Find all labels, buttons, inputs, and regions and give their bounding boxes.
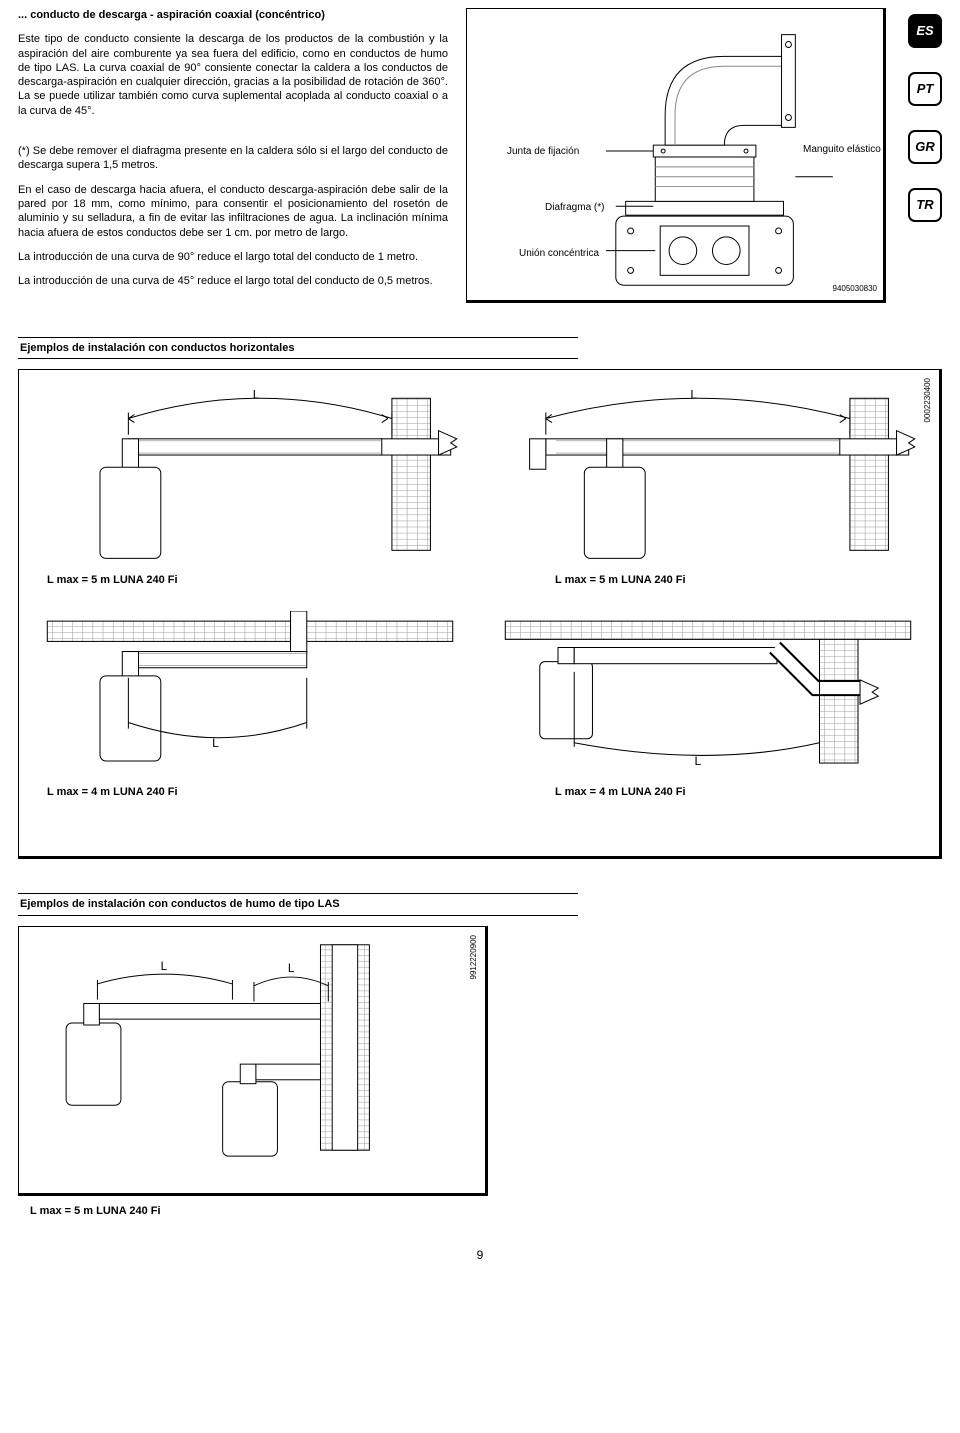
svg-text:L: L bbox=[694, 754, 701, 768]
label-union: Unión concéntrica bbox=[519, 247, 599, 260]
svg-text:L: L bbox=[212, 736, 219, 750]
dim-L: L bbox=[253, 388, 260, 402]
horizontal-examples-frame: 0002230400 L bbox=[18, 369, 942, 859]
svg-text:L: L bbox=[690, 388, 697, 402]
horiz-diagram-2: L bbox=[485, 378, 931, 560]
subhead-las-examples: Ejemplos de instalación con conductos de… bbox=[18, 893, 578, 915]
section-title: ... conducto de descarga - aspiración co… bbox=[18, 8, 448, 22]
paragraph-3: La introducción de una curva de 90° redu… bbox=[18, 250, 448, 264]
page-number: 9 bbox=[18, 1248, 942, 1264]
horiz-diagram-1: L bbox=[27, 378, 473, 560]
label-diafragma: Diafragma (*) bbox=[545, 201, 604, 214]
las-diagram: L L bbox=[27, 935, 477, 1160]
paragraph-4: La introducción de una curva de 45° redu… bbox=[18, 274, 448, 288]
paragraph-1: Este tipo de conducto consiente la desca… bbox=[18, 32, 448, 118]
caption-2: L max = 5 m LUNA 240 Fi bbox=[555, 573, 686, 587]
note-star: (*) Se debe remover el diafragma present… bbox=[18, 144, 448, 173]
caption-3: L max = 4 m LUNA 240 Fi bbox=[47, 785, 178, 799]
caption-4: L max = 4 m LUNA 240 Fi bbox=[555, 785, 686, 799]
paragraph-2: En el caso de descarga hacia afuera, el … bbox=[18, 183, 448, 240]
label-junta: Junta de fijación bbox=[507, 145, 579, 158]
coaxial-elbow-diagram: Junta de fijación Diafragma (*) Unión co… bbox=[466, 8, 886, 303]
label-manguito: Manguito elástico bbox=[803, 143, 881, 156]
figure-code-1: 0002230400 bbox=[923, 378, 933, 423]
subhead-horizontal-examples: Ejemplos de instalación con conductos ho… bbox=[18, 337, 578, 359]
las-examples-frame: 9912220900 L L bbox=[18, 926, 488, 1196]
diagram-code-top: 9405030830 bbox=[833, 284, 878, 294]
svg-text:L: L bbox=[288, 962, 295, 975]
caption-las: L max = 5 m LUNA 240 Fi bbox=[30, 1204, 942, 1218]
horiz-diagram-3: L bbox=[27, 611, 473, 773]
svg-text:L: L bbox=[161, 960, 168, 973]
figure-code-2: 9912220900 bbox=[469, 935, 479, 980]
horiz-diagram-4: L bbox=[485, 611, 931, 773]
caption-1: L max = 5 m LUNA 240 Fi bbox=[47, 573, 178, 587]
